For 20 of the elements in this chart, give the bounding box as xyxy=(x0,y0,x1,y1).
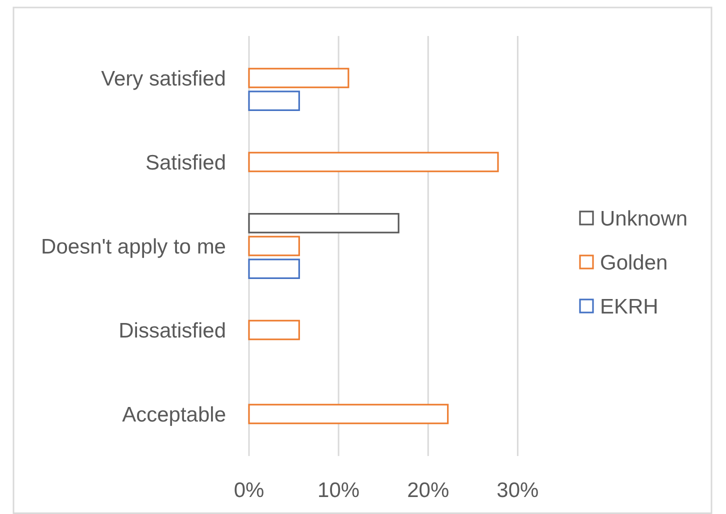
x-tick-label: 20% xyxy=(407,479,450,502)
y-tick-label: Satisfied xyxy=(145,151,226,174)
bar xyxy=(248,258,300,279)
y-tick-label: Doesn't apply to me xyxy=(41,235,226,258)
bar xyxy=(248,68,350,88)
y-tick-label: Acceptable xyxy=(122,403,226,426)
legend-label: Unknown xyxy=(600,207,688,230)
x-tick-label: 10% xyxy=(318,479,360,502)
bar xyxy=(248,236,300,256)
y-tick-label: Dissatisfied xyxy=(118,319,226,342)
bar xyxy=(248,320,300,340)
bar xyxy=(248,90,300,111)
bar xyxy=(248,152,499,172)
legend-label: Golden xyxy=(600,251,668,274)
x-tick-label: 0% xyxy=(234,479,264,502)
bar xyxy=(248,213,400,234)
y-tick-label: Very satisfied xyxy=(101,67,226,90)
bar xyxy=(248,404,449,424)
legend-label: EKRH xyxy=(600,295,658,318)
x-tick-label: 30% xyxy=(496,479,539,502)
